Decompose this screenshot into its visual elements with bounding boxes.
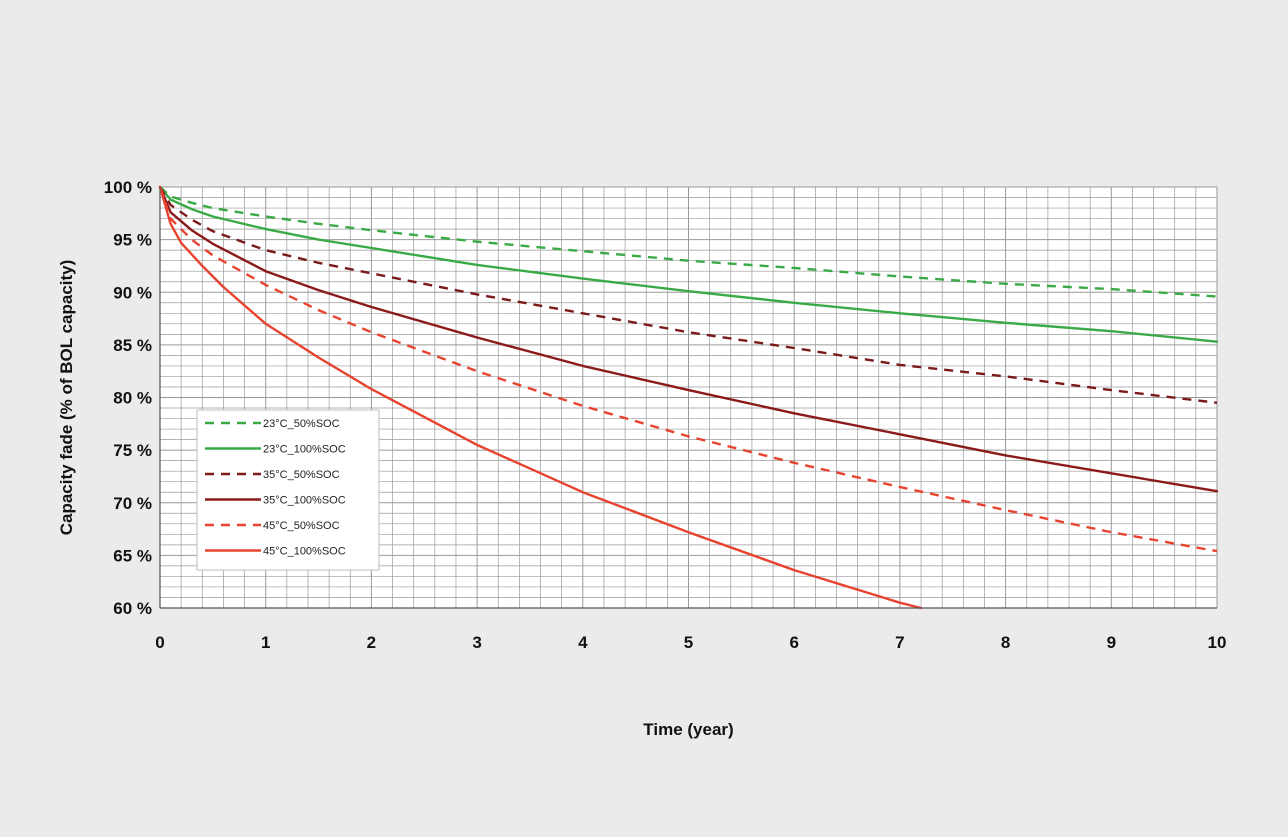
series-line-5 bbox=[158, 186, 1218, 553]
y-tick-label: 80 % bbox=[113, 389, 152, 408]
x-tick-label: 6 bbox=[789, 633, 798, 652]
x-tick-label: 9 bbox=[1107, 633, 1116, 652]
y-tick-label: 85 % bbox=[113, 336, 152, 355]
legend: 23°C_50%SOC 23°C_100%SOC 35°C_50%SOC 35°C_1… bbox=[196, 409, 380, 571]
y-tick-label: 70 % bbox=[113, 494, 152, 513]
series-line-3 bbox=[158, 186, 1218, 404]
legend-label: 35°C_100%SOC bbox=[263, 495, 346, 507]
x-tick-label: 4 bbox=[578, 633, 588, 652]
y-tick-label: 90 % bbox=[113, 283, 152, 302]
series-line-4 bbox=[158, 185, 1219, 493]
legend-label: 23°C_50%SOC bbox=[263, 418, 340, 430]
x-tick-label: 1 bbox=[261, 633, 270, 652]
y-tick-label: 95 % bbox=[113, 231, 152, 250]
series-line-6 bbox=[158, 185, 923, 610]
x-tick-label: 0 bbox=[155, 633, 164, 652]
legend-box bbox=[196, 409, 380, 571]
legend-label: 45°C_100%SOC bbox=[263, 546, 346, 558]
axes: 0 1 2 3 4 5 6 7 8 9 10 60 % 65 % 70 % 75 % 80 % 85 % 90 %… bbox=[104, 178, 1227, 652]
x-tick-label: 2 bbox=[367, 633, 376, 652]
x-axis-title: Time (year) bbox=[643, 720, 733, 739]
x-tick-label: 7 bbox=[895, 633, 904, 652]
y-tick-label: 60 % bbox=[113, 599, 152, 618]
x-tick-label: 10 bbox=[1208, 633, 1227, 652]
y-tick-label: 100 % bbox=[104, 178, 152, 197]
series-line-1 bbox=[159, 186, 1218, 298]
y-tick-label: 65 % bbox=[113, 546, 152, 565]
legend-label: 45°C_50%SOC bbox=[263, 520, 340, 532]
series-lines bbox=[158, 185, 1219, 610]
series-line-2 bbox=[158, 185, 1219, 343]
legend-label: 35°C_50%SOC bbox=[263, 469, 340, 481]
x-tick-label: 5 bbox=[684, 633, 693, 652]
legend-label: 23°C_100%SOC bbox=[263, 444, 346, 456]
x-tick-label: 3 bbox=[472, 633, 481, 652]
x-tick-label: 8 bbox=[1001, 633, 1010, 652]
y-tick-label: 75 % bbox=[113, 441, 152, 460]
y-axis-title: Capacity fade (% of BOL capacity) bbox=[57, 260, 76, 536]
